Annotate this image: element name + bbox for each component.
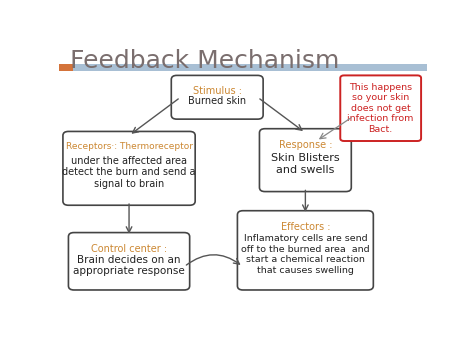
Text: Control center :: Control center :: [91, 244, 167, 253]
Text: Brain decides on an
appropriate response: Brain decides on an appropriate response: [73, 255, 185, 276]
FancyBboxPatch shape: [340, 75, 421, 141]
Text: Skin Blisters
and swells: Skin Blisters and swells: [271, 153, 340, 175]
Text: Effectors :: Effectors :: [281, 222, 330, 232]
Bar: [59, 64, 73, 71]
Text: Response :: Response :: [279, 140, 332, 150]
FancyBboxPatch shape: [63, 131, 195, 205]
Text: under the affected area
detect the burn and send a
signal to brain: under the affected area detect the burn …: [62, 156, 196, 189]
Bar: [59, 64, 427, 71]
Text: Feedback Mechanism: Feedback Mechanism: [70, 49, 340, 73]
FancyBboxPatch shape: [171, 75, 263, 119]
FancyBboxPatch shape: [68, 233, 190, 290]
Text: Inflamatory cells are send
off to the burned area  and
start a chemical reaction: Inflamatory cells are send off to the bu…: [241, 234, 370, 274]
Text: Receptors·: Thermoreceptor: Receptors·: Thermoreceptor: [65, 142, 192, 151]
Text: Burned skin: Burned skin: [188, 96, 246, 106]
FancyBboxPatch shape: [237, 211, 374, 290]
Text: This happens
so your skin
does not get
infection from
Bact.: This happens so your skin does not get i…: [347, 83, 414, 133]
Text: Stimulus :: Stimulus :: [193, 86, 242, 96]
FancyBboxPatch shape: [259, 129, 351, 192]
